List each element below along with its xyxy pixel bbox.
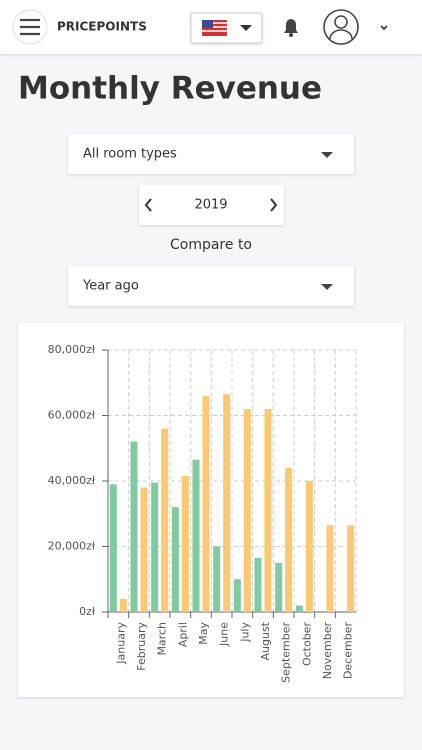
bar <box>140 487 148 612</box>
bar <box>243 408 251 612</box>
x-tick-label: January <box>114 622 127 665</box>
bar <box>275 562 283 612</box>
compare-select[interactable]: Year ago <box>68 266 354 306</box>
bar <box>305 481 313 612</box>
bar <box>347 525 355 612</box>
bar <box>171 507 179 612</box>
bar <box>109 484 117 612</box>
bar <box>151 482 159 612</box>
notifications[interactable] <box>284 19 298 37</box>
x-tick-label: February <box>135 622 148 671</box>
room-type: All room types <box>83 147 177 162</box>
y-tick-label: 20,000zł <box>48 540 96 553</box>
x-tick-label: September <box>280 622 293 683</box>
bar <box>223 394 231 612</box>
bar <box>192 459 200 612</box>
bar <box>130 441 138 612</box>
y-tick-label: 60,000zł <box>48 409 96 422</box>
page-title: Monthly Revenue <box>18 71 322 107</box>
bar <box>326 525 334 612</box>
y-tick-label: 80,000zł <box>48 343 96 356</box>
language-select[interactable] <box>190 12 263 44</box>
compare-label: Compare to <box>170 237 252 253</box>
x-tick-label: May <box>197 622 210 645</box>
y-tick-label: 0zł <box>79 605 96 618</box>
bar <box>254 557 262 612</box>
profile[interactable] <box>323 9 388 45</box>
bar <box>295 605 303 612</box>
bar <box>181 476 189 612</box>
x-tick-label: August <box>259 621 272 660</box>
bar <box>233 579 241 612</box>
bar <box>202 395 210 612</box>
year-picker[interactable]: 2019 <box>139 185 284 225</box>
x-tick-label: April <box>176 622 189 647</box>
bar <box>213 546 221 612</box>
compare: Year ago <box>82 279 139 294</box>
x-tick-label: October <box>300 622 313 666</box>
x-tick-label: June <box>218 622 231 647</box>
menu-button[interactable] <box>12 9 48 45</box>
x-tick-label: November <box>321 622 334 680</box>
bar <box>119 598 127 612</box>
y-tick-label: 40,000zł <box>48 474 96 487</box>
year: 2019 <box>194 198 227 213</box>
brand: PRICEPOINTS <box>57 20 147 34</box>
room-type-select[interactable]: All room types <box>68 134 354 174</box>
chart: 0zł 20,000zł 40,000zł 60,000zł 80,000zł Janua… <box>48 343 357 683</box>
bar <box>264 408 272 612</box>
x-tick-label: July <box>238 622 251 643</box>
bar <box>161 428 169 612</box>
x-tick-label: December <box>342 622 355 680</box>
bar <box>285 467 293 612</box>
x-tick-label: March <box>156 622 169 656</box>
